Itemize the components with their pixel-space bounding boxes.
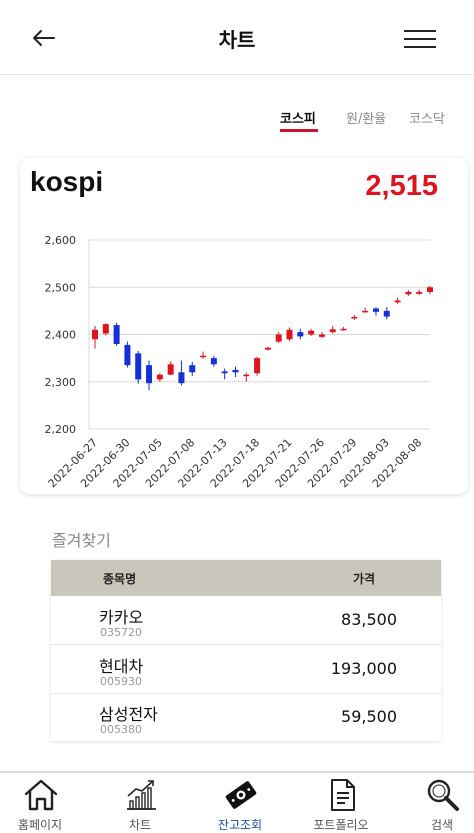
market-tabs: 코스피 원/환율 코스닥: [0, 100, 474, 140]
candle-body: [275, 334, 282, 342]
y-tick-label: 2,200: [45, 423, 77, 436]
candle-body: [146, 365, 153, 384]
stock-price: 193,000: [330, 659, 397, 678]
table-row[interactable]: 삼성전자 005380 59,500: [51, 693, 441, 741]
chart-icon: [127, 780, 156, 810]
nav-balance[interactable]: 잔고조회: [193, 773, 287, 832]
chart-card: kospi 2,515 2,200 2,300 2,400 2,500 2,600 202…: [20, 158, 468, 494]
candle-body: [394, 300, 401, 303]
candle-body: [308, 330, 315, 335]
table-row[interactable]: 카카오 035720 83,500: [51, 596, 441, 645]
bottom-navigation: 홈페이지 차트 잔고조회: [0, 771, 474, 832]
candle-body: [156, 374, 163, 380]
candle-body: [372, 308, 379, 312]
y-tick-label: 2,400: [45, 329, 77, 342]
candlestick-chart: 2,2002,3002,4002,5002,6002022-06-272022-…: [45, 234, 433, 490]
tab-kosdaq[interactable]: 코스닥: [409, 112, 445, 127]
candle-body: [405, 291, 412, 295]
candle-body: [135, 353, 142, 380]
candle-body: [243, 374, 250, 377]
money-icon: [225, 781, 257, 809]
favorites-table: 종목명 가격 카카오 035720 83,500 현대차 005930 193,…: [51, 560, 441, 741]
candle-body: [92, 329, 98, 340]
home-icon: [24, 779, 58, 811]
stock-name: 삼성전자: [99, 705, 158, 724]
y-tick-label: 2,300: [45, 376, 77, 389]
column-header-name: 종목명: [103, 572, 137, 586]
candle-body: [318, 334, 325, 337]
nav-label: 차트: [128, 818, 152, 832]
y-tick-label: 2,600: [45, 234, 77, 247]
table-header: 종목명 가격: [51, 560, 441, 596]
candle-body: [416, 291, 423, 294]
y-tick-label: 2,500: [45, 281, 77, 294]
nav-label: 잔고조회: [217, 818, 263, 832]
menu-button[interactable]: [404, 28, 438, 50]
chart-index-name: kospi: [30, 166, 104, 197]
candle-body: [362, 310, 369, 313]
hamburger-icon-line: [404, 38, 436, 40]
nav-label: 홈페이지: [17, 818, 63, 832]
stock-code: 035720: [100, 626, 142, 639]
stock-name: 카카오: [99, 608, 144, 627]
stock-price: 83,500: [341, 610, 397, 629]
candle-body: [221, 371, 228, 374]
candle-body: [124, 344, 131, 366]
candle-body: [264, 347, 271, 350]
back-button[interactable]: [26, 22, 62, 54]
candle-body: [427, 287, 433, 292]
candle-body: [329, 329, 336, 333]
search-icon: [427, 779, 459, 811]
candle-body: [340, 328, 347, 331]
tab-exchange-rate[interactable]: 원/환율: [346, 112, 387, 127]
candle-body: [383, 310, 390, 317]
candle-body: [210, 358, 217, 365]
candle-body: [189, 365, 196, 373]
candle-body: [351, 317, 358, 319]
tab-kospi[interactable]: 코스피: [280, 112, 316, 127]
candle-body: [178, 372, 185, 384]
table-row[interactable]: 현대차 005930 193,000: [51, 645, 441, 694]
nav-home[interactable]: 홈페이지: [0, 773, 87, 832]
nav-search[interactable]: 검색: [395, 773, 474, 832]
candle-body: [254, 358, 261, 374]
candle-body: [113, 325, 120, 344]
chart-current-price: 2,515: [365, 170, 438, 202]
candle-body: [200, 355, 207, 358]
nav-label: 검색: [430, 818, 454, 832]
candle-body: [167, 364, 174, 375]
stock-name: 현대차: [99, 657, 144, 676]
back-arrow-icon: [33, 30, 55, 46]
candle-body: [232, 369, 239, 373]
document-icon: [331, 779, 355, 811]
nav-portfolio[interactable]: 포트폴리오: [294, 773, 388, 832]
hamburger-icon-line: [404, 30, 436, 32]
page-title: 차트: [218, 28, 256, 52]
favorites-title: 즐겨찾기: [52, 531, 111, 550]
stock-price: 59,500: [341, 707, 397, 726]
stock-code: 005380: [100, 723, 142, 736]
hamburger-icon-line: [404, 46, 436, 48]
nav-chart[interactable]: 차트: [93, 773, 187, 832]
column-header-price: 가격: [353, 572, 376, 586]
candle-body: [102, 324, 109, 334]
app-header: 차트: [0, 0, 474, 75]
tab-active-indicator: [280, 129, 318, 132]
stock-code: 005930: [100, 675, 142, 688]
candle-body: [297, 332, 304, 337]
nav-label: 포트폴리오: [313, 818, 369, 832]
candle-body: [286, 329, 293, 340]
